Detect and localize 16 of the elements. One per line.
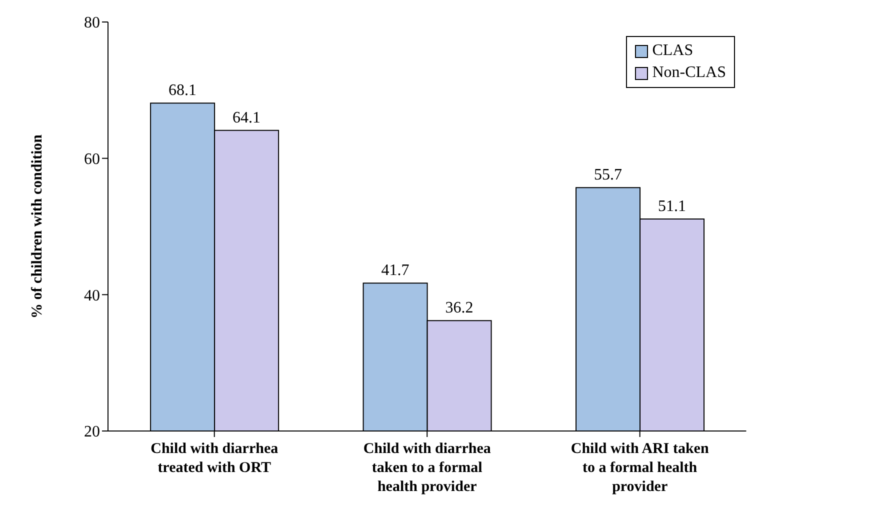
x-tick-label: Child with diarrhea taken to a formal health provider [363, 441, 492, 495]
y-tick-label: 20 [84, 424, 100, 441]
y-axis-title: % of children with condition [29, 134, 46, 318]
data-label: 41.7 [381, 262, 410, 280]
y-tick-label: 80 [84, 14, 100, 32]
data-label: 36.2 [445, 300, 474, 317]
data-label: 64.1 [232, 109, 261, 126]
data-label: 51.1 [658, 198, 686, 215]
data-label: 68.1 [168, 82, 197, 100]
legend-label: CLAS [652, 41, 694, 61]
y-tick-label: 60 [84, 151, 100, 168]
x-tick-label: Child with diarrhea treated with ORT [150, 441, 279, 476]
y-tick-label: 40 [84, 287, 100, 304]
x-tick-label: Child with ARI taken to a formal health provider [570, 441, 710, 495]
legend-label: Non-CLAS [652, 63, 726, 83]
data-label: 55.7 [594, 166, 622, 184]
